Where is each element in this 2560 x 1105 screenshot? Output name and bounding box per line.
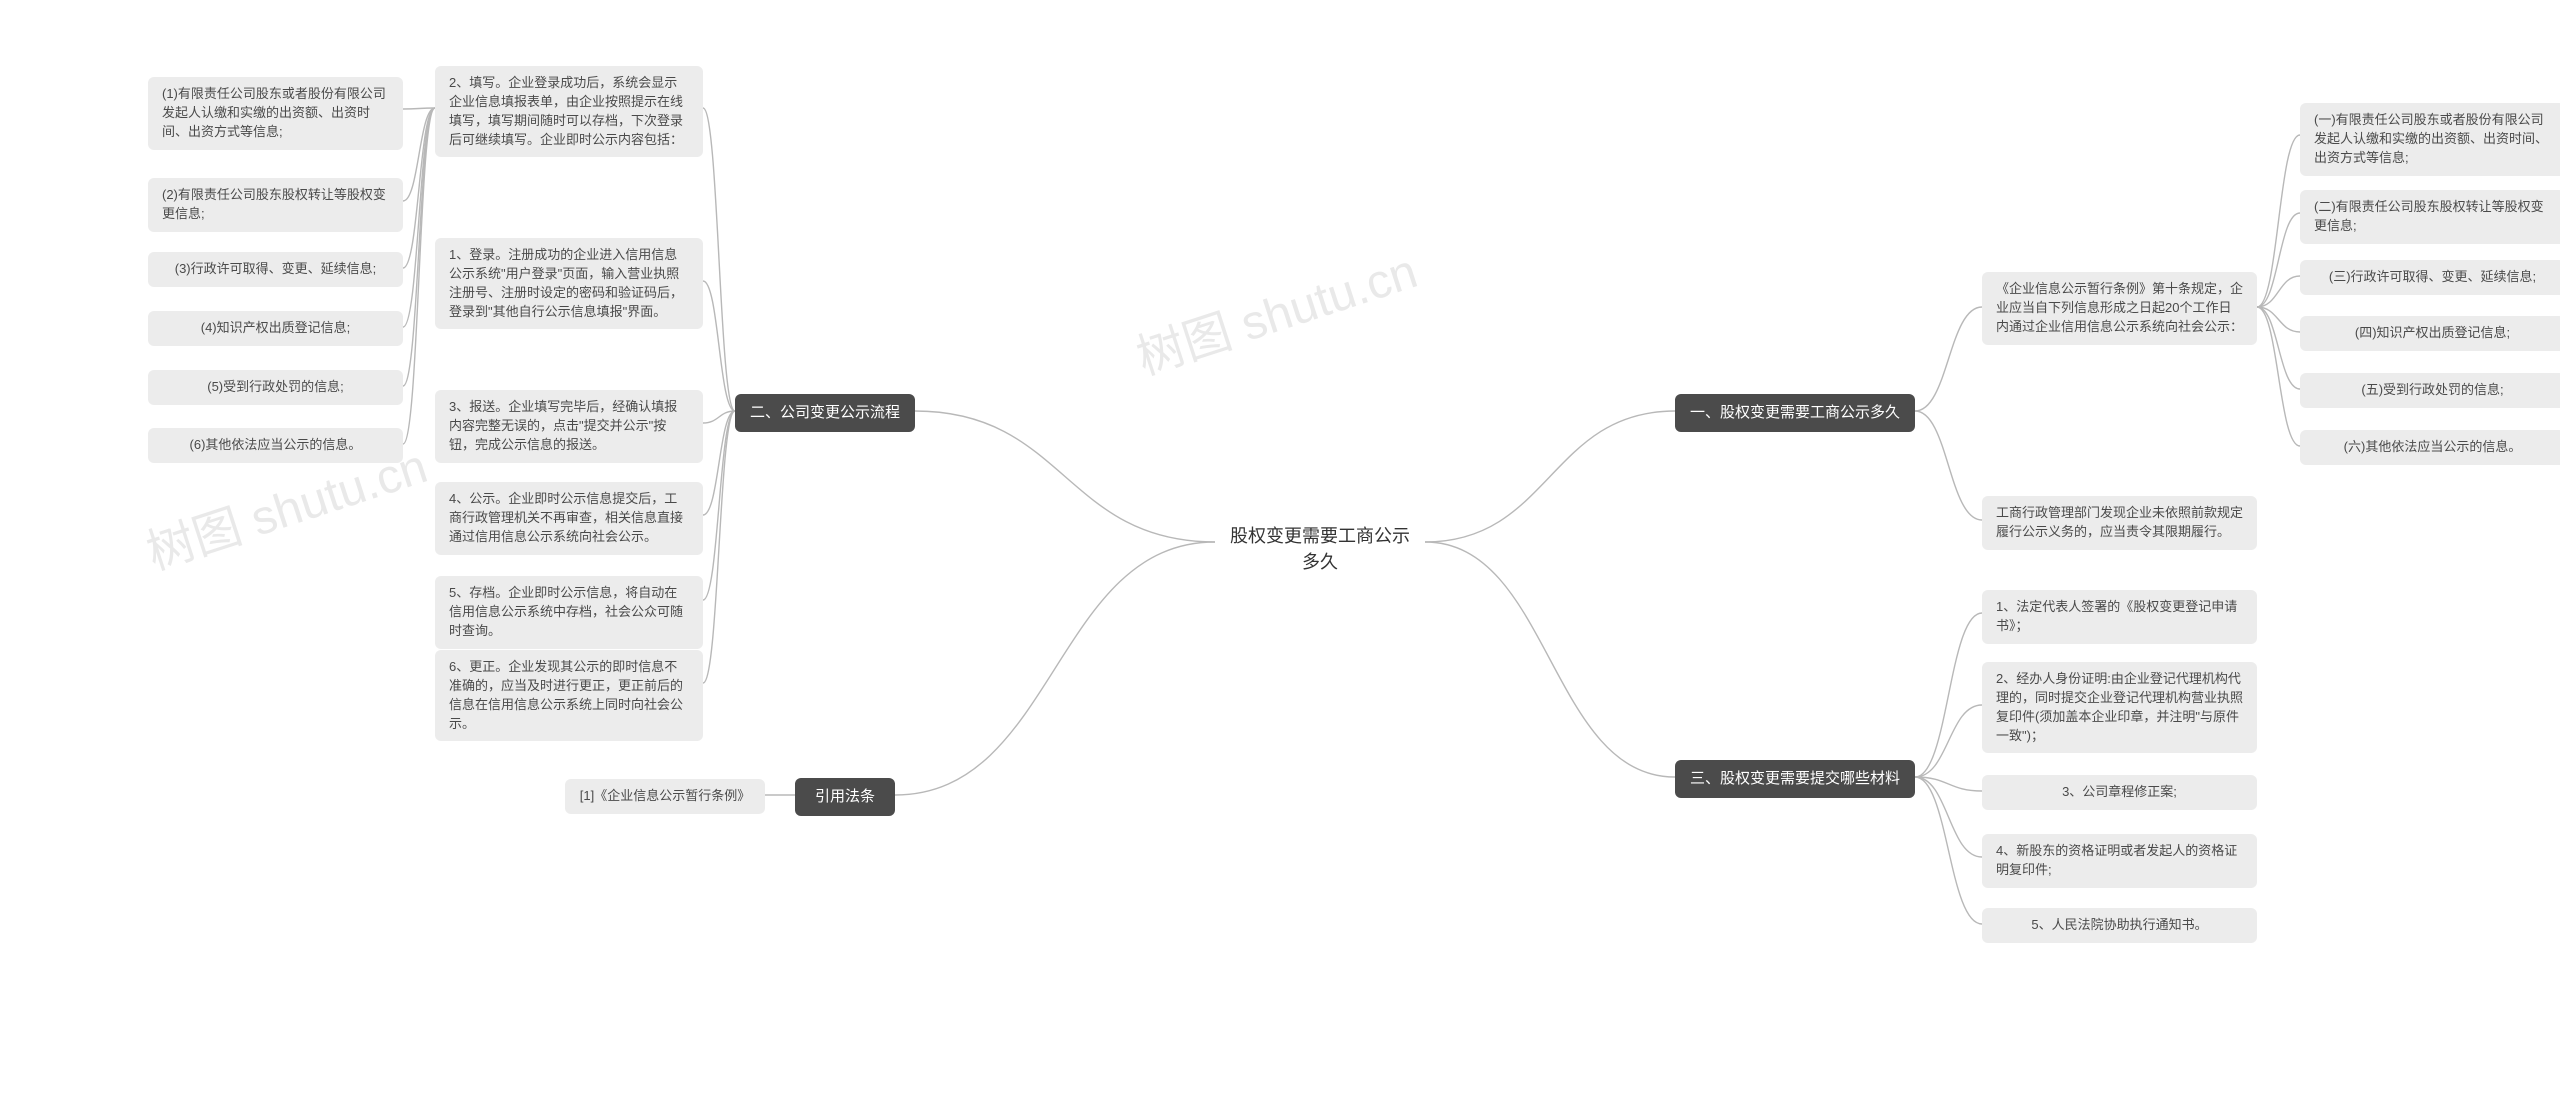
leaf-b1c1a: (一)有限责任公司股东或者股份有限公司发起人认缴和实缴的出资额、出资时间、出资方…: [2300, 103, 2560, 176]
leaf-b1c1: 《企业信息公示暂行条例》第十条规定，企业应当自下列信息形成之日起20个工作日内通…: [1982, 272, 2257, 345]
leaf-b2c3: 3、报送。企业填写完毕后，经确认填报内容完整无误的，点击"提交并公示"按钮，完成…: [435, 390, 703, 463]
leaf-b1c1d: (四)知识产权出质登记信息;: [2300, 316, 2560, 351]
leaf-b2c2b: (2)有限责任公司股东股权转让等股权变更信息;: [148, 178, 403, 232]
leaf-b1c1c: (三)行政许可取得、变更、延续信息;: [2300, 260, 2560, 295]
leaf-b1c1b: (二)有限责任公司股东股权转让等股权变更信息;: [2300, 190, 2560, 244]
leaf-b2c2f: (6)其他依法应当公示的信息。: [148, 428, 403, 463]
leaf-b2c2d: (4)知识产权出质登记信息;: [148, 311, 403, 346]
branch-b1: 一、股权变更需要工商公示多久: [1675, 394, 1915, 432]
leaf-b3c5: 5、人民法院协助执行通知书。: [1982, 908, 2257, 943]
leaf-b2c4: 4、公示。企业即时公示信息提交后，工商行政管理机关不再审查，相关信息直接通过信用…: [435, 482, 703, 555]
leaf-b2c1: 1、登录。注册成功的企业进入信用信息公示系统"用户登录"页面，输入营业执照注册号…: [435, 238, 703, 329]
leaf-b3c1: 1、法定代表人签署的《股权变更登记申请书》；: [1982, 590, 2257, 644]
leaf-b2c6: 6、更正。企业发现其公示的即时信息不准确的，应当及时进行更正，更正前后的信息在信…: [435, 650, 703, 741]
leaf-b2c2c: (3)行政许可取得、变更、延续信息;: [148, 252, 403, 287]
leaf-b2c2e: (5)受到行政处罚的信息;: [148, 370, 403, 405]
leaf-b2c2a: (1)有限责任公司股东或者股份有限公司发起人认缴和实缴的出资额、出资时间、出资方…: [148, 77, 403, 150]
leaf-b1c2: 工商行政管理部门发现企业未依照前款规定履行公示义务的，应当责令其限期履行。: [1982, 496, 2257, 550]
branch-b4: 引用法条: [795, 778, 895, 816]
leaf-b3c2: 2、经办人身份证明:由企业登记代理机构代理的，同时提交企业登记代理机构营业执照复…: [1982, 662, 2257, 753]
branch-b3: 三、股权变更需要提交哪些材料: [1675, 760, 1915, 798]
watermark: 树图 shutu.cn: [1126, 232, 1424, 388]
leaf-b1c1e: (五)受到行政处罚的信息;: [2300, 373, 2560, 408]
leaf-b3c3: 3、公司章程修正案;: [1982, 775, 2257, 810]
leaf-b3c4: 4、新股东的资格证明或者发起人的资格证明复印件;: [1982, 834, 2257, 888]
root-node: 股权变更需要工商公示多久: [1215, 515, 1425, 583]
branch-b2: 二、公司变更公示流程: [735, 394, 915, 432]
leaf-b4c1: [1]《企业信息公示暂行条例》: [565, 779, 765, 814]
leaf-b2c2: 2、填写。企业登录成功后，系统会显示企业信息填报表单，由企业按照提示在线填写，填…: [435, 66, 703, 157]
leaf-b2c5: 5、存档。企业即时公示信息，将自动在信用信息公示系统中存档，社会公众可随时查询。: [435, 576, 703, 649]
leaf-b1c1f: (六)其他依法应当公示的信息。: [2300, 430, 2560, 465]
